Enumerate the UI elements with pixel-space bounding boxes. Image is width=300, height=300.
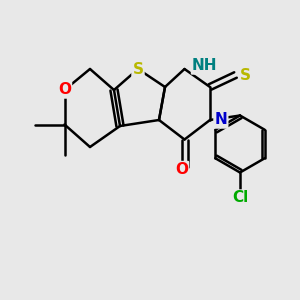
Text: N: N (214, 112, 227, 128)
Text: Cl: Cl (232, 190, 248, 206)
Text: NH: NH (192, 58, 218, 74)
Text: O: O (175, 162, 188, 177)
Text: O: O (58, 82, 71, 98)
Text: S: S (240, 68, 251, 82)
Text: S: S (133, 61, 143, 76)
